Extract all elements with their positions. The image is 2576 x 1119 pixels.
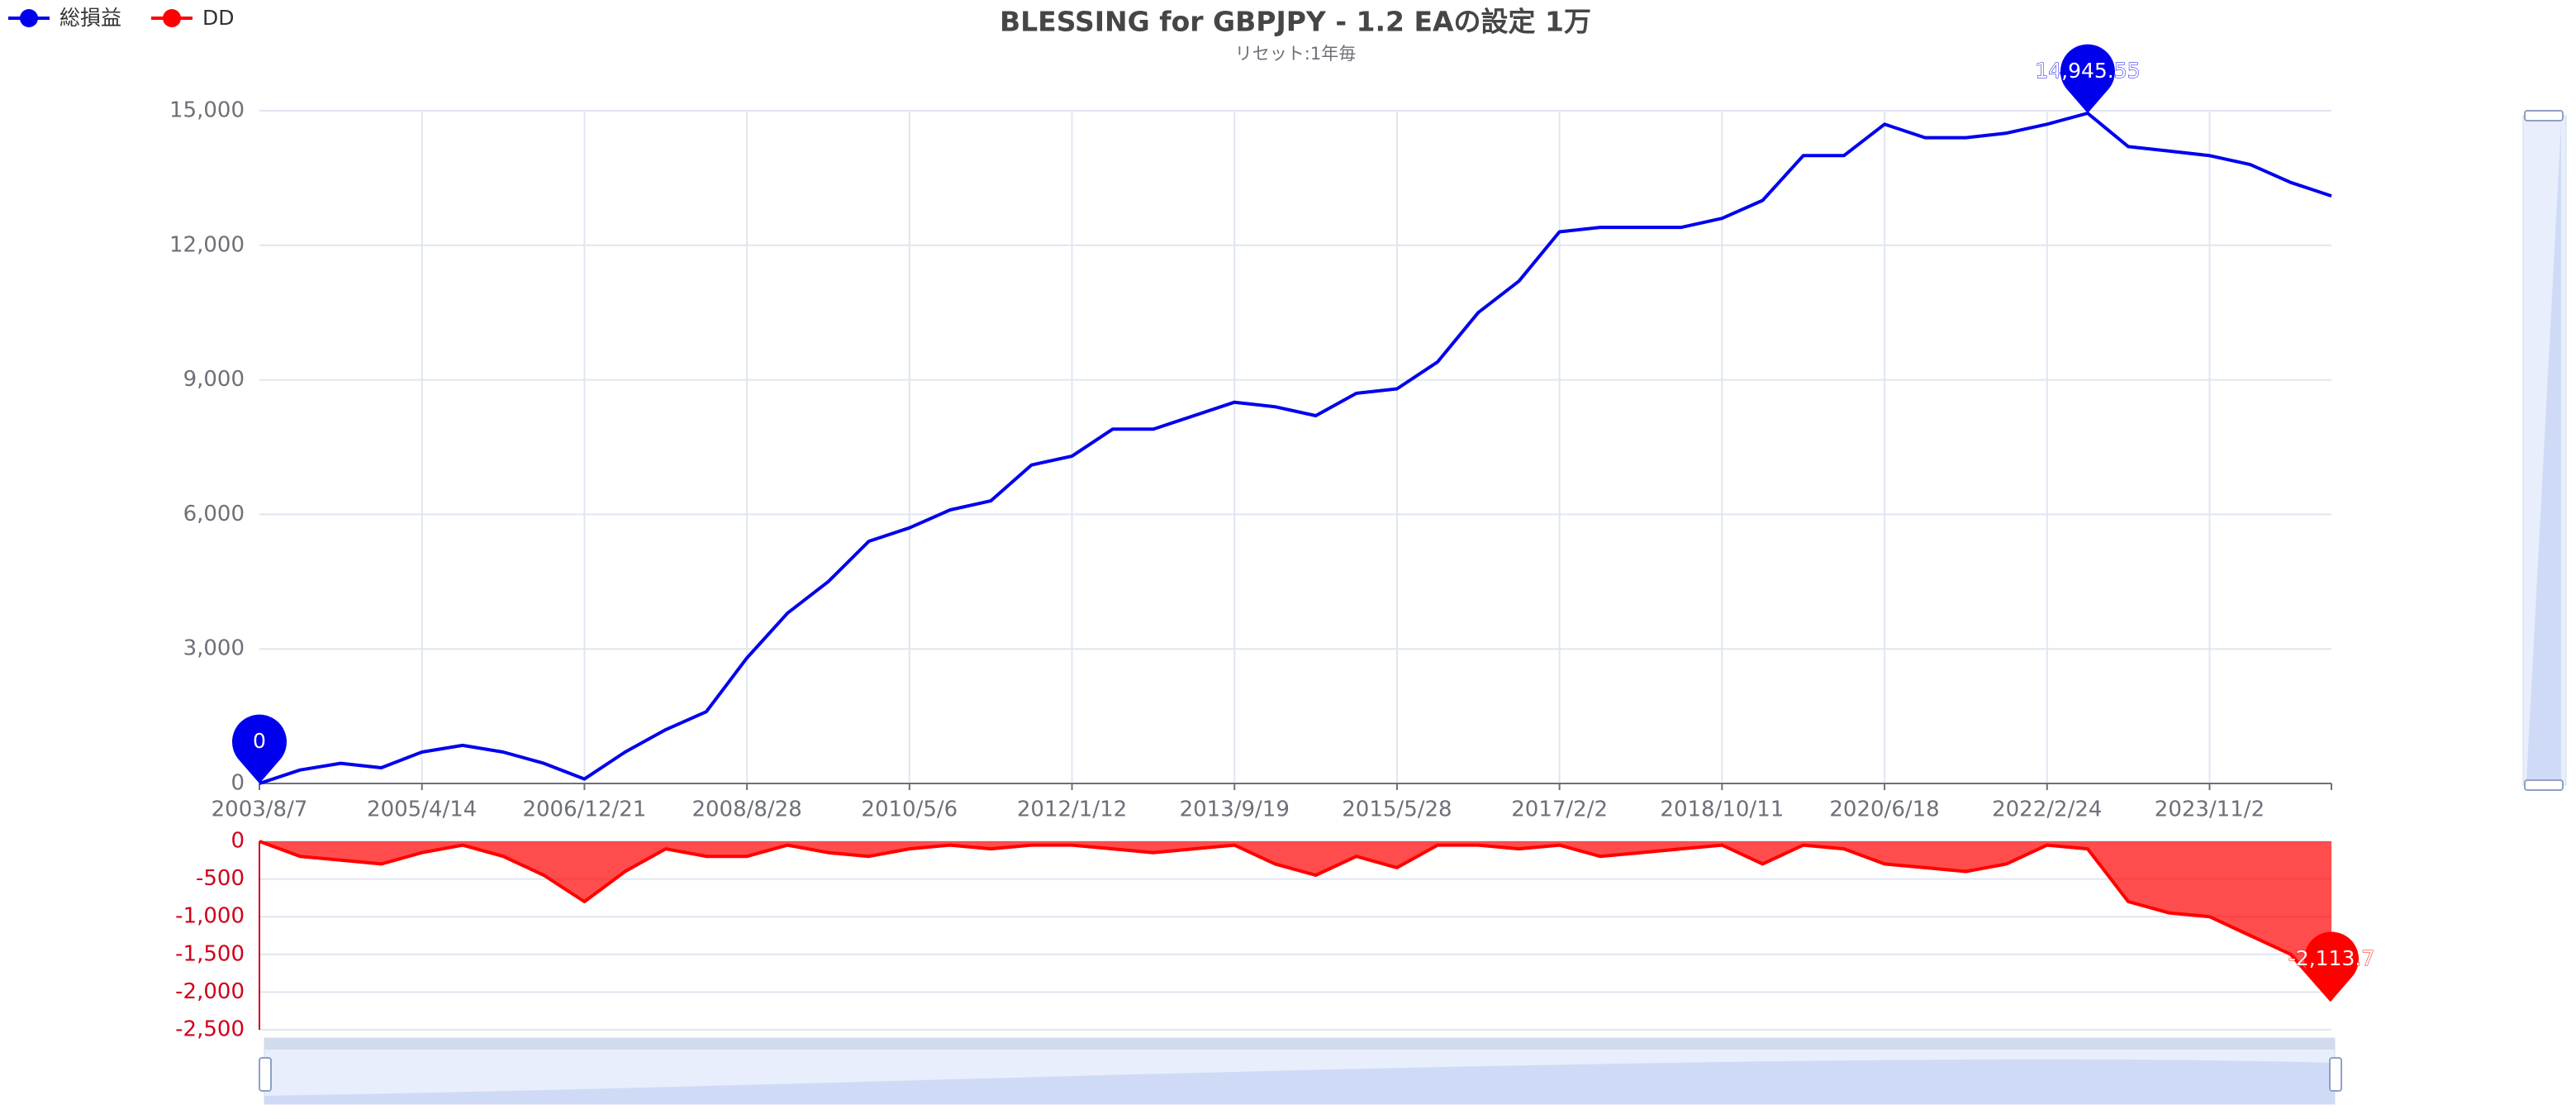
y-tick-label: 3,000	[183, 636, 245, 661]
legend-dot	[163, 9, 182, 27]
mark-label: 14,945.55	[2035, 59, 2140, 83]
x-tick-label: 2022/2/24	[1992, 798, 2102, 822]
zoom-preview	[264, 1059, 2335, 1104]
y-tick-label: -1,500	[175, 941, 245, 966]
x-tick-label: 2020/6/18	[1829, 798, 1939, 822]
legend-item[interactable]: 総損益	[8, 6, 121, 30]
y-tick-label: 15,000	[169, 98, 245, 123]
x-tick-label: 2003/8/7	[211, 798, 308, 822]
y-tick-label: -2,000	[175, 979, 245, 1004]
legend-label: 総損益	[59, 6, 121, 30]
mark-pin	[2060, 44, 2115, 113]
y-tick-label: 9,000	[183, 367, 245, 392]
legend-dot	[20, 9, 38, 27]
x-tick-label: 2008/8/28	[692, 798, 801, 822]
zoom-handle[interactable]	[259, 1057, 272, 1092]
x-tick-label: 2005/4/14	[367, 798, 477, 822]
x-tick-label: 2012/1/12	[1017, 798, 1127, 822]
zoom-handle[interactable]	[2329, 1057, 2342, 1092]
area-line	[259, 840, 2333, 1002]
legend-label: DD	[202, 6, 235, 30]
x-tick-label: 2013/9/19	[1180, 798, 1290, 822]
y-tick-label: -2,500	[175, 1017, 245, 1042]
line	[259, 112, 2332, 785]
x-tick-label: 2010/5/6	[861, 798, 958, 822]
x-tick-label: 2015/5/28	[1342, 798, 1452, 822]
data-zoom-slider[interactable]	[259, 1037, 2342, 1105]
zoom-handle[interactable]	[2524, 779, 2564, 791]
legend-item[interactable]: DD	[151, 6, 235, 30]
y-tick-label: 6,000	[183, 502, 245, 526]
y-zoom-slider[interactable]	[2522, 110, 2567, 791]
chart-title: BLESSING for GBPJPY - 1.2 EAの設定 1万	[1000, 6, 1591, 38]
chart-subtitle: リセット:1年毎	[1235, 44, 1356, 64]
x-tick-label: 2018/10/11	[1660, 798, 1784, 822]
zoom-handle[interactable]	[2524, 110, 2564, 121]
x-tick-label: 2006/12/21	[522, 798, 646, 822]
y-tick-label: 12,000	[169, 232, 245, 257]
mark-pin	[232, 714, 287, 783]
y-tick-label: -500	[196, 866, 245, 891]
y-tick-label: -1,000	[175, 904, 245, 929]
mark-pin	[2304, 931, 2359, 1001]
mark-label: -2,113.7	[2288, 946, 2374, 970]
y-tick-label: 0	[231, 771, 245, 796]
y-tick-label: 0	[231, 829, 245, 854]
zoom-bar	[264, 1038, 2335, 1050]
x-tick-label: 2023/11/2	[2155, 798, 2265, 822]
x-tick-label: 2017/2/2	[1511, 798, 1608, 822]
mark-label: 0	[253, 729, 266, 753]
area	[259, 841, 2331, 1001]
zoom-preview	[2526, 124, 2561, 781]
